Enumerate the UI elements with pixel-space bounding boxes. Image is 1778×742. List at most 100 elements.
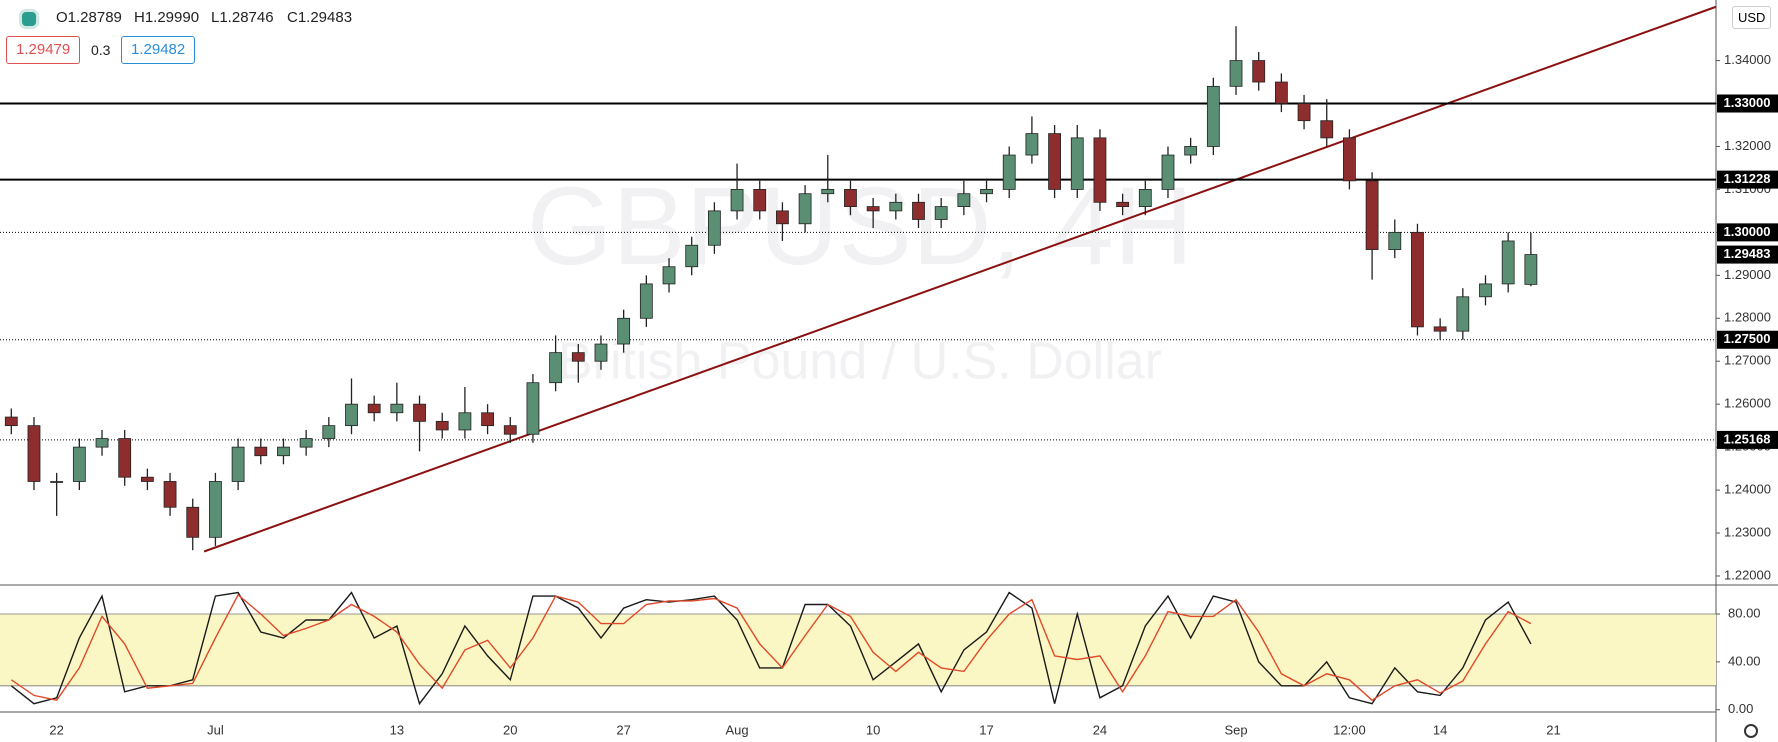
- level-label: 1.31228: [1724, 171, 1771, 186]
- candle-body: [685, 244, 699, 268]
- x-tick-label: 10: [866, 722, 880, 737]
- candle-body: [1025, 133, 1039, 156]
- last-price-label: 1.29483: [1724, 246, 1771, 261]
- y-tick-label: 1.24000: [1724, 482, 1771, 497]
- x-tick-label: 24: [1093, 722, 1107, 737]
- candle-body: [140, 476, 154, 482]
- candle-body: [798, 193, 812, 225]
- status-dot: [19, 9, 39, 29]
- x-tick-label: 13: [390, 722, 404, 737]
- candle-body: [458, 412, 472, 431]
- candle-body: [322, 425, 336, 439]
- candle-body: [50, 481, 64, 483]
- candle-body: [1274, 81, 1288, 104]
- candle-body: [1229, 60, 1243, 87]
- candle-body: [1048, 133, 1061, 190]
- level-label-bg: [1717, 223, 1778, 242]
- y-tick-label: 1.34000: [1724, 52, 1771, 67]
- candle-body: [118, 438, 132, 478]
- candle-body: [730, 189, 744, 212]
- currency-button[interactable]: USD: [1732, 6, 1772, 29]
- candle-body: [639, 283, 653, 319]
- trendline: [203, 5, 1717, 553]
- candle-body: [617, 317, 631, 345]
- candle-body: [254, 446, 268, 457]
- level-label-bg: [1717, 94, 1778, 113]
- candle-body: [367, 403, 381, 414]
- candle-body: [753, 189, 767, 212]
- y-tick-label: 1.22000: [1724, 567, 1771, 582]
- candle-body: [1002, 154, 1016, 190]
- candle-body: [1411, 231, 1424, 328]
- candle-body: [1138, 189, 1152, 207]
- x-tick-label: Aug: [725, 722, 748, 737]
- candle-body: [72, 446, 86, 482]
- level-label: 1.25168: [1724, 431, 1771, 446]
- last-price-bg: [1717, 245, 1778, 264]
- level-label: 1.33000: [1724, 95, 1771, 110]
- y-tick-label: 80.00: [1728, 605, 1761, 620]
- spread: 0.3: [91, 42, 111, 58]
- x-tick-label: Jul: [207, 722, 224, 737]
- y-tick-label: 1.32000: [1724, 138, 1771, 153]
- level-label-bg: [1717, 430, 1778, 449]
- watermark: British Pound / U.S. Dollar: [558, 333, 1162, 391]
- x-tick-label: 12:00: [1333, 722, 1366, 737]
- candle-body: [662, 266, 676, 285]
- candle-body: [866, 206, 880, 212]
- candle-body: [1116, 201, 1130, 207]
- candle-body: [27, 425, 41, 482]
- candle-body: [1320, 120, 1334, 139]
- candle-body: [209, 481, 222, 538]
- candle-body: [435, 420, 449, 431]
- candle-body: [277, 446, 290, 457]
- ohlc-high: H1.29990: [134, 9, 200, 26]
- y-tick-label: 1.29000: [1724, 267, 1771, 282]
- y-tick-label: 1.23000: [1724, 524, 1771, 539]
- ohlc-close: C1.29483: [287, 9, 353, 26]
- y-tick-label: 40.00: [1728, 653, 1761, 668]
- candle-body: [481, 412, 494, 427]
- candle-body: [4, 416, 18, 427]
- x-tick-label: 17: [979, 722, 993, 737]
- stoch-line: [10, 593, 1532, 702]
- level-label: 1.30000: [1724, 224, 1771, 239]
- candle-body: [1161, 154, 1175, 190]
- x-tick-label: 20: [503, 722, 517, 737]
- candle-body: [957, 193, 971, 207]
- watermark: GBPUSD, 4H: [527, 165, 1193, 288]
- x-tick-label: 14: [1433, 722, 1447, 737]
- candle-body: [1343, 137, 1356, 182]
- candle-body: [844, 189, 857, 207]
- candle-body: [912, 201, 925, 220]
- ohlc-low: L1.28746: [211, 9, 274, 26]
- candle-body: [95, 438, 109, 448]
- candle-body: [776, 210, 789, 225]
- candle-body: [1524, 254, 1538, 285]
- ohlc-open: O1.28789: [56, 9, 122, 26]
- candle-body: [707, 210, 721, 246]
- candle-body: [980, 189, 993, 195]
- buy-button[interactable]: 1.29482: [121, 36, 196, 64]
- level-label-bg: [1717, 170, 1778, 189]
- level-label: 1.27500: [1724, 331, 1771, 346]
- y-tick-label: 1.27000: [1724, 353, 1771, 368]
- candle-body: [526, 382, 540, 435]
- candle-body: [889, 201, 903, 212]
- stoch-line: [10, 591, 1532, 706]
- candle-body: [594, 343, 608, 362]
- y-tick-label: 1.26000: [1724, 396, 1771, 411]
- candle-body: [549, 352, 563, 384]
- level-label-bg: [1717, 330, 1778, 349]
- sell-button[interactable]: 1.29479: [6, 36, 81, 64]
- candle-body: [1206, 85, 1220, 147]
- candle-body: [413, 403, 426, 422]
- candle-body: [1456, 296, 1470, 332]
- candle-body: [821, 189, 835, 195]
- candle-body: [1479, 283, 1492, 298]
- settings-icon[interactable]: [1744, 724, 1758, 738]
- candle-body: [1093, 137, 1107, 203]
- candle-body: [1070, 137, 1084, 190]
- x-tick-label: 27: [616, 722, 630, 737]
